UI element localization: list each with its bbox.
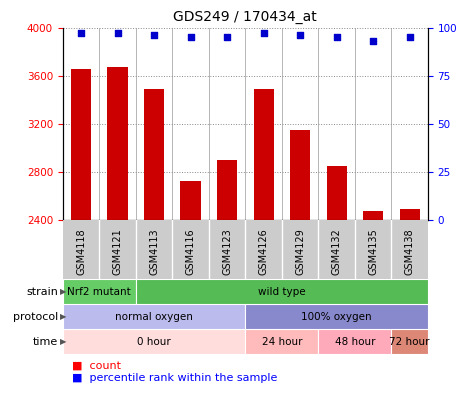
Text: GSM4118: GSM4118: [76, 228, 86, 275]
Bar: [246, 329, 318, 354]
Bar: [107, 67, 127, 220]
Bar: [363, 211, 383, 220]
Text: protocol: protocol: [13, 312, 58, 322]
Bar: [63, 304, 246, 329]
Title: GDS249 / 170434_at: GDS249 / 170434_at: [173, 10, 317, 24]
Text: GSM4135: GSM4135: [368, 228, 378, 276]
Text: 72 hour: 72 hour: [389, 337, 430, 346]
Bar: [63, 329, 246, 354]
Text: GSM4138: GSM4138: [405, 228, 415, 275]
Text: GSM4123: GSM4123: [222, 228, 232, 276]
Text: GSM4116: GSM4116: [186, 228, 196, 275]
Bar: [326, 166, 346, 220]
Bar: [290, 130, 310, 220]
Point: [223, 34, 231, 40]
Text: GSM4129: GSM4129: [295, 228, 305, 276]
Text: GSM4113: GSM4113: [149, 228, 159, 275]
Text: ▶: ▶: [60, 312, 67, 321]
Text: GSM4121: GSM4121: [113, 228, 123, 276]
Text: 24 hour: 24 hour: [261, 337, 302, 346]
Bar: [392, 329, 428, 354]
Text: wild type: wild type: [258, 287, 306, 297]
Bar: [71, 69, 91, 220]
Bar: [318, 329, 392, 354]
Bar: [399, 209, 419, 220]
Point: [333, 34, 340, 40]
Text: time: time: [33, 337, 58, 346]
Bar: [136, 279, 428, 304]
Text: strain: strain: [26, 287, 58, 297]
Bar: [144, 89, 164, 220]
Point: [406, 34, 413, 40]
Point: [150, 32, 158, 38]
Point: [296, 32, 304, 38]
Text: GSM4126: GSM4126: [259, 228, 269, 276]
Text: 48 hour: 48 hour: [334, 337, 375, 346]
Text: 100% oxygen: 100% oxygen: [301, 312, 372, 322]
Bar: [253, 89, 273, 220]
Text: ■  count: ■ count: [72, 361, 121, 371]
Text: ■  percentile rank within the sample: ■ percentile rank within the sample: [72, 373, 278, 383]
Bar: [180, 181, 200, 220]
Point: [260, 30, 267, 37]
Point: [114, 30, 121, 37]
Text: ▶: ▶: [60, 337, 67, 346]
Bar: [63, 279, 136, 304]
Point: [187, 34, 194, 40]
Bar: [246, 304, 428, 329]
Point: [369, 38, 377, 44]
Text: ▶: ▶: [60, 287, 67, 296]
Text: 0 hour: 0 hour: [137, 337, 171, 346]
Point: [77, 30, 85, 37]
Text: GSM4132: GSM4132: [332, 228, 342, 276]
Text: Nrf2 mutant: Nrf2 mutant: [67, 287, 131, 297]
Bar: [217, 160, 237, 220]
Text: normal oxygen: normal oxygen: [115, 312, 193, 322]
